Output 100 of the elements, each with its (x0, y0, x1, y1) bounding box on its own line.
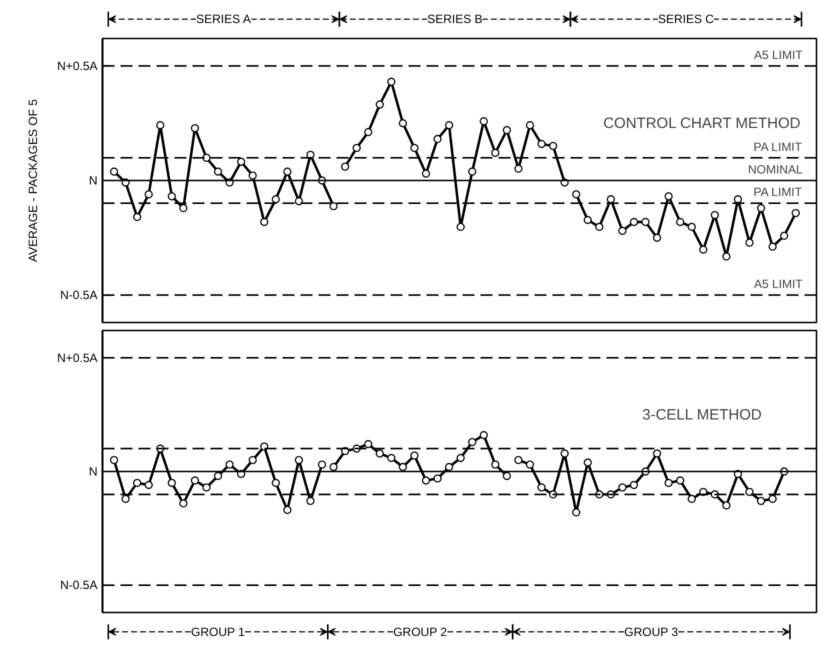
point (445, 462, 454, 472)
point (606, 195, 615, 204)
point (248, 171, 257, 180)
point (722, 252, 730, 261)
point (745, 238, 754, 247)
point (168, 192, 176, 200)
ref-line-label: PA LIMIT (754, 140, 803, 154)
point (756, 204, 766, 212)
point (688, 494, 696, 503)
point (572, 190, 580, 198)
point (502, 126, 511, 134)
point (122, 494, 130, 503)
point (641, 218, 650, 226)
point (352, 144, 361, 152)
point (456, 222, 465, 231)
point (306, 496, 315, 506)
point (468, 438, 476, 446)
point (260, 218, 268, 226)
point (214, 472, 222, 480)
point (110, 456, 118, 464)
point (792, 208, 800, 218)
point (734, 195, 742, 204)
point (664, 478, 673, 488)
point (237, 158, 246, 166)
point (745, 488, 754, 496)
point (699, 246, 708, 254)
point (722, 501, 730, 510)
text: GROUP 2 (393, 624, 448, 639)
text: N-0.5A (60, 288, 98, 302)
point (329, 462, 338, 472)
point (398, 462, 407, 472)
point (364, 440, 372, 448)
point (364, 128, 372, 136)
point (491, 460, 500, 469)
point (179, 204, 188, 212)
point (433, 474, 442, 483)
text: N (88, 174, 98, 188)
point (502, 472, 511, 480)
point (110, 168, 118, 176)
ref-line-label: NOMINAL (748, 162, 803, 176)
point (710, 210, 719, 220)
point (456, 454, 465, 462)
point (514, 164, 523, 173)
point (618, 226, 627, 235)
text: GROUP 1 (191, 624, 246, 639)
point (387, 78, 396, 86)
point (652, 449, 662, 458)
point (144, 190, 153, 198)
point (780, 232, 788, 240)
point (329, 202, 338, 210)
point (664, 192, 673, 200)
point (422, 476, 430, 485)
point (133, 212, 142, 222)
point (225, 460, 234, 469)
point (572, 508, 580, 516)
point (480, 117, 488, 126)
point (537, 483, 546, 492)
text: SERIES A (196, 12, 251, 26)
point (676, 476, 684, 485)
text: SERIES C (658, 12, 714, 26)
point (768, 494, 777, 503)
point (537, 140, 546, 148)
text: N-0.5A (60, 578, 98, 592)
point (387, 454, 396, 462)
point (756, 496, 766, 506)
point (202, 154, 211, 162)
point (630, 218, 638, 226)
point (168, 478, 176, 488)
chart-title: 3-CELL METHOD (642, 406, 762, 424)
point (179, 499, 188, 508)
point (422, 169, 430, 178)
point (514, 456, 523, 464)
point (676, 218, 684, 226)
point (376, 100, 384, 109)
point (272, 195, 280, 204)
point (768, 242, 777, 251)
point (584, 458, 592, 467)
point (584, 216, 592, 224)
text: CONTROL CHART METHOD (603, 115, 801, 132)
point (294, 197, 304, 206)
point (410, 144, 419, 152)
point (548, 142, 558, 150)
text: N+0.5A (57, 58, 98, 73)
point (526, 121, 534, 130)
point (190, 476, 200, 485)
point (560, 449, 569, 458)
point (526, 460, 534, 469)
point (688, 222, 696, 231)
point (190, 124, 200, 132)
point (272, 478, 280, 488)
point (491, 148, 500, 157)
point (144, 480, 153, 490)
point (433, 134, 442, 144)
point (283, 506, 292, 514)
point (318, 460, 326, 469)
point (294, 456, 304, 464)
text: SERIES B (427, 12, 483, 26)
ref-line-label: A5 LIMIT (754, 48, 804, 62)
point (248, 456, 257, 464)
point (202, 483, 211, 492)
